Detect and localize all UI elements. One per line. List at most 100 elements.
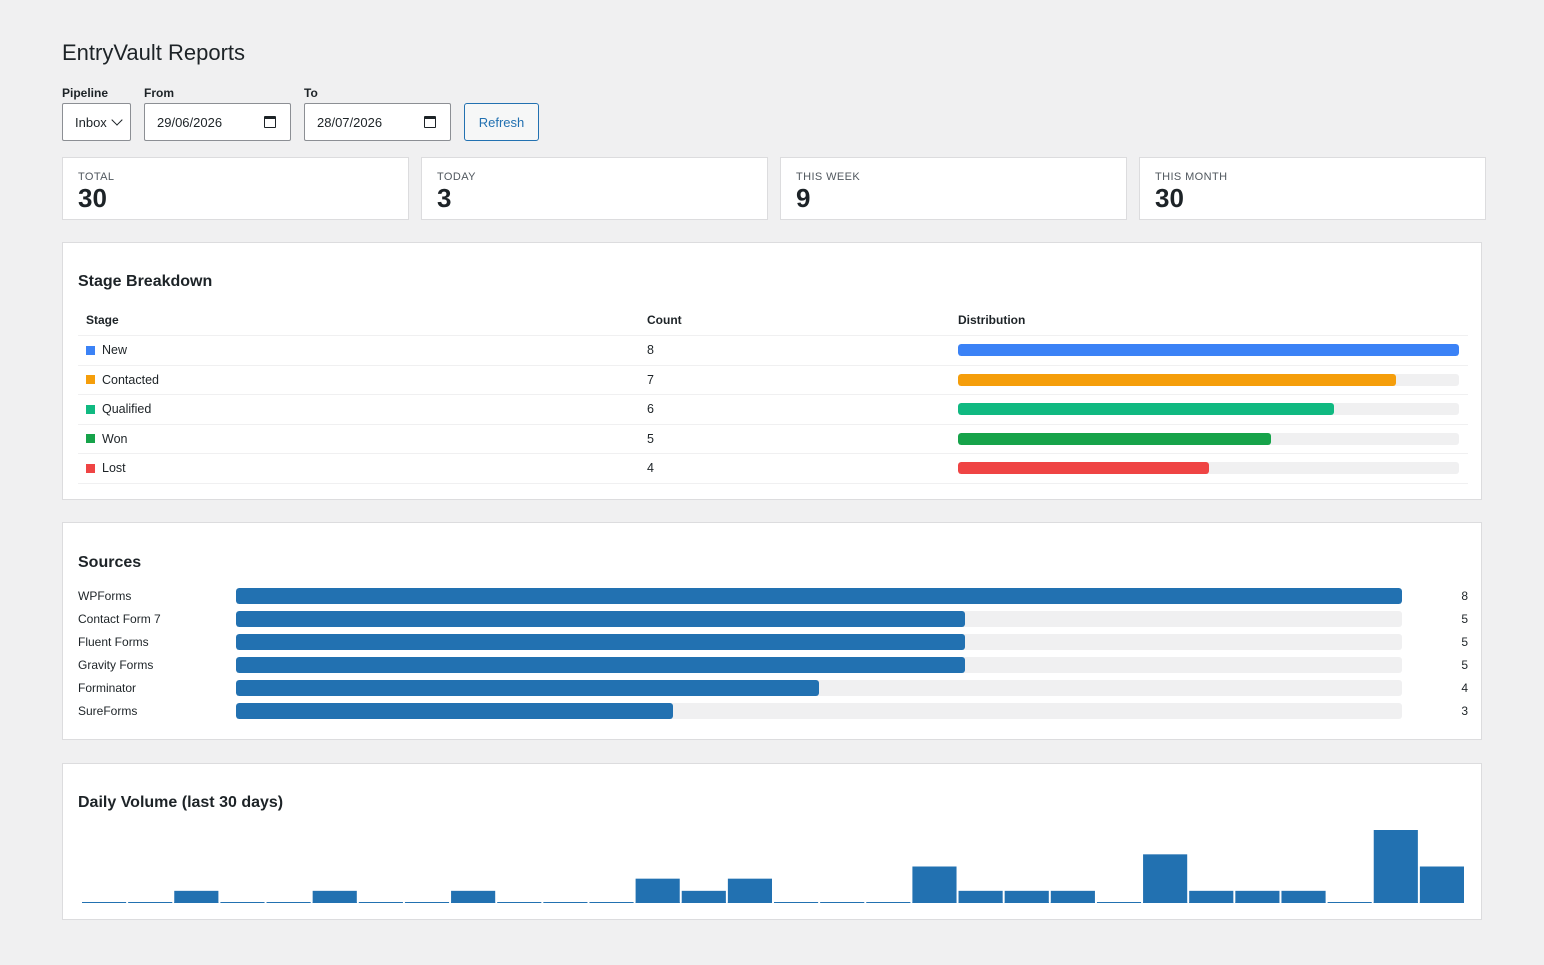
list-item: Contact Form 7 5: [78, 607, 1468, 630]
table-row: Lost 4: [78, 454, 1468, 484]
volume-bar[interactable]: [451, 890, 496, 903]
volume-bar[interactable]: [681, 890, 726, 903]
stage-color-swatch: [86, 345, 95, 355]
list-item: Forminator 4: [78, 676, 1468, 699]
stage-color-swatch: [86, 463, 95, 473]
refresh-button[interactable]: Refresh: [464, 103, 539, 141]
stage-distribution: [950, 432, 1468, 445]
source-rows: WPForms 8 Contact Form 7 5 Fluent Forms 5 Grav…: [78, 584, 1468, 722]
source-bar: [236, 679, 819, 696]
stage-count: 6: [647, 402, 654, 417]
daily-volume-chart: [82, 830, 1464, 904]
stage-breakdown-title: Stage Breakdown: [78, 273, 213, 290]
stage-count: 8: [647, 343, 654, 358]
baseline-segment: [82, 902, 127, 903]
baseline-segment: [820, 902, 865, 903]
source-track: [236, 702, 1402, 719]
source-track: [236, 633, 1402, 650]
from-date-value: 29/06/2026: [157, 114, 223, 130]
source-track: [236, 679, 1402, 696]
header-stage: Stage: [86, 313, 119, 327]
calendar-icon[interactable]: [264, 116, 276, 128]
table-row: Qualified 6: [78, 395, 1468, 425]
stage-count: 4: [647, 461, 654, 476]
distribution-bar: [958, 344, 1459, 357]
volume-bar[interactable]: [312, 890, 357, 903]
baseline-segment: [266, 902, 311, 903]
stat-card-this-month: THIS MONTH 30: [1139, 157, 1486, 220]
volume-bar[interactable]: [635, 878, 680, 903]
stage-distribution: [950, 462, 1468, 475]
volume-bar[interactable]: [1050, 890, 1095, 903]
stage-cell: Won: [78, 432, 639, 446]
source-track: [236, 587, 1402, 604]
source-track: [236, 656, 1402, 673]
stat-label: THIS MONTH: [1155, 171, 1228, 183]
source-bar: [236, 633, 965, 650]
stat-cards: TOTAL 30 TODAY 3 THIS WEEK 9 THIS MONTH …: [62, 157, 1486, 220]
calendar-icon[interactable]: [424, 116, 436, 128]
distribution-track: [958, 373, 1459, 386]
pipeline-select[interactable]: Inbox: [62, 103, 131, 141]
volume-bar[interactable]: [912, 866, 957, 904]
distribution-bar: [958, 403, 1334, 416]
stat-value: 30: [78, 183, 107, 213]
list-item: SureForms 3: [78, 699, 1468, 722]
sources-panel: Sources WPForms 8 Contact Form 7 5 Fluent Fo…: [62, 522, 1482, 740]
header-distribution: Distribution: [958, 313, 1026, 327]
stage-distribution: [950, 344, 1468, 357]
pipeline-label: Pipeline: [62, 86, 109, 100]
to-date-input[interactable]: 28/07/2026: [304, 103, 451, 141]
baseline-segment: [589, 902, 634, 903]
stage-cell: Qualified: [78, 402, 639, 416]
stage-distribution: [950, 373, 1468, 386]
source-name: Forminator: [78, 680, 137, 695]
distribution-track: [958, 462, 1459, 475]
baseline-segment: [543, 902, 588, 903]
volume-bar[interactable]: [1143, 854, 1188, 903]
list-item: Gravity Forms 5: [78, 653, 1468, 676]
source-track: [236, 610, 1402, 627]
source-count: 5: [1461, 634, 1468, 649]
stage-cell: Contacted: [78, 373, 639, 387]
source-bar: [236, 610, 965, 627]
stage-table: Stage Count Distribution New 8 Contacted 7 Q…: [78, 305, 1468, 484]
source-count: 3: [1461, 703, 1468, 718]
daily-volume-title: Daily Volume (last 30 days): [78, 794, 284, 811]
table-row: New 8: [78, 336, 1468, 366]
distribution-track: [958, 432, 1459, 445]
pipeline-value: Inbox: [75, 114, 107, 130]
distribution-bar: [958, 462, 1209, 475]
volume-bar[interactable]: [1235, 890, 1280, 903]
from-date-input[interactable]: 29/06/2026: [144, 103, 291, 141]
volume-bar[interactable]: [727, 878, 772, 903]
to-date-value: 28/07/2026: [317, 114, 383, 130]
volume-bar[interactable]: [1189, 890, 1234, 903]
baseline-segment: [1327, 902, 1372, 903]
daily-volume-panel: Daily Volume (last 30 days): [62, 763, 1482, 920]
volume-bar[interactable]: [1281, 890, 1326, 903]
from-group: From 29/06/2026: [144, 86, 291, 141]
to-group: To 28/07/2026: [304, 86, 451, 141]
stage-name: Qualified: [102, 402, 152, 417]
stage-color-swatch: [86, 404, 95, 414]
volume-bar[interactable]: [1419, 866, 1464, 904]
volume-bar[interactable]: [174, 890, 219, 903]
source-bar: [236, 587, 1402, 604]
distribution-bar: [958, 373, 1397, 386]
stat-value: 30: [1155, 183, 1184, 213]
volume-bar[interactable]: [958, 890, 1003, 903]
stage-cell: Lost: [78, 461, 639, 475]
stage-name: Won: [102, 431, 128, 446]
source-count: 5: [1461, 611, 1468, 626]
to-label: To: [304, 86, 318, 100]
source-name: Contact Form 7: [78, 611, 161, 626]
page-title: EntryVault Reports: [62, 40, 246, 65]
stage-name: Lost: [102, 461, 126, 476]
volume-bar[interactable]: [1373, 830, 1418, 903]
distribution-bar: [958, 432, 1272, 445]
distribution-track: [958, 344, 1459, 357]
baseline-segment: [220, 902, 265, 903]
volume-bar[interactable]: [1004, 890, 1049, 903]
source-name: WPForms: [78, 588, 132, 603]
